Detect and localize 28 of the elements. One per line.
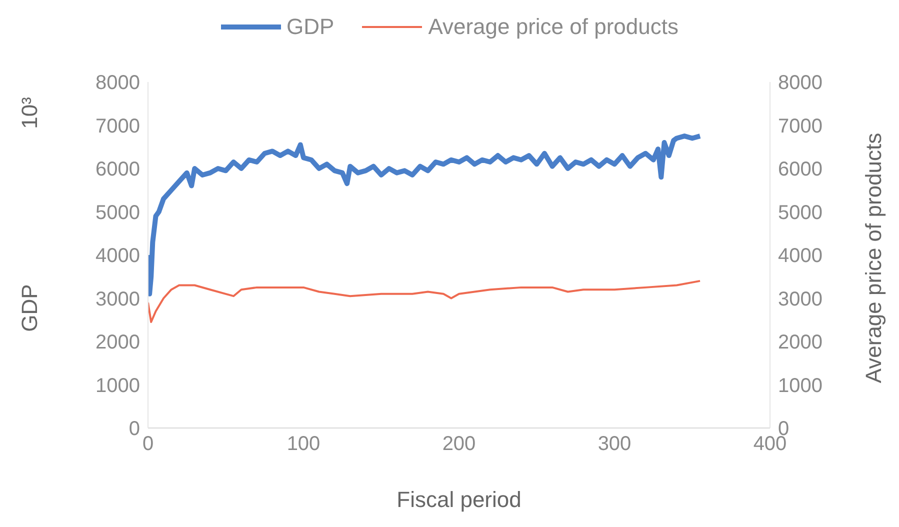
y2-tick-label: 8000 (778, 72, 822, 94)
legend-label: GDP (286, 14, 334, 40)
y-tick-label: 2000 (96, 332, 140, 354)
x-tick-label: 0 (142, 433, 154, 456)
y-tick-label: 3000 (96, 288, 140, 310)
y2-tick-label: 1000 (778, 374, 822, 397)
y-tick-label: 5000 (96, 202, 140, 224)
y-tick-label: 0 (128, 418, 140, 440)
x-axis-title: Fiscal period (396, 487, 522, 512)
y2-tick-label: 4000 (778, 245, 822, 268)
y-tick-label: 7000 (96, 115, 140, 138)
y2-tick-label: 7000 (778, 115, 822, 138)
text: 10³ (17, 97, 42, 129)
legend-label: Average price of products (428, 14, 678, 40)
y-axis-title: GDP (17, 284, 42, 332)
y-tick-label: 8000 (96, 72, 140, 94)
x-tick-label: 100 (286, 433, 320, 456)
y2-tick-label: 3000 (778, 288, 822, 310)
y2-tick-label: 2000 (778, 332, 822, 354)
line-series (148, 280, 702, 324)
x-tick-label: 200 (442, 433, 476, 456)
x-tick-label: 300 (598, 433, 632, 456)
y-tick-label: 6000 (96, 158, 140, 181)
y-tick-label: 4000 (96, 245, 140, 268)
y2-tick-label: 5000 (778, 202, 822, 224)
y2-tick-label: 6000 (778, 158, 822, 181)
y2-axis-title: Average price of products (861, 132, 886, 384)
y-tick-label: 1000 (96, 374, 140, 397)
